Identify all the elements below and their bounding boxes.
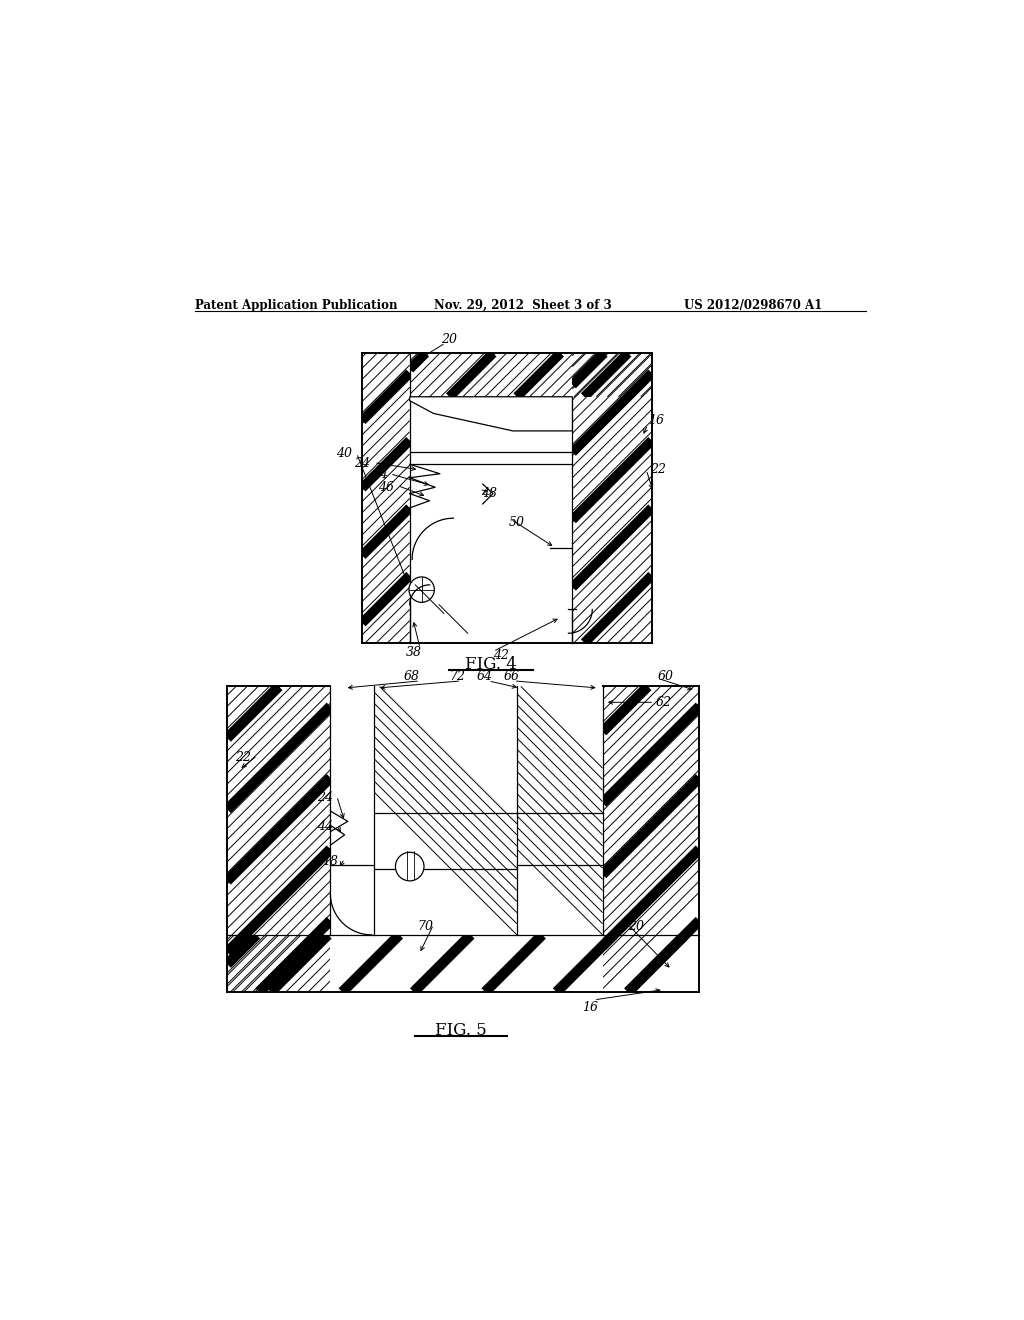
Text: 24: 24: [354, 457, 370, 470]
Text: 18: 18: [323, 854, 338, 867]
Polygon shape: [410, 397, 572, 643]
Polygon shape: [362, 354, 410, 643]
Polygon shape: [227, 686, 331, 991]
Polygon shape: [227, 686, 331, 991]
Polygon shape: [227, 935, 699, 991]
Polygon shape: [572, 354, 652, 643]
Text: 24: 24: [316, 791, 333, 804]
Polygon shape: [362, 354, 410, 643]
Polygon shape: [362, 354, 410, 643]
Polygon shape: [227, 686, 331, 991]
Text: 46: 46: [378, 480, 394, 494]
Text: 62: 62: [655, 696, 672, 709]
Text: 44: 44: [373, 469, 388, 480]
Text: 48: 48: [481, 487, 497, 500]
Text: FIG. 5: FIG. 5: [435, 1022, 487, 1039]
Text: 22: 22: [650, 463, 667, 477]
Polygon shape: [602, 686, 699, 991]
Text: 70: 70: [418, 920, 433, 933]
Text: 60: 60: [658, 669, 674, 682]
Polygon shape: [602, 686, 699, 991]
Polygon shape: [374, 686, 517, 935]
Text: 20: 20: [628, 920, 644, 933]
Polygon shape: [227, 935, 699, 991]
Text: 68: 68: [404, 669, 420, 682]
Text: 64: 64: [477, 669, 494, 682]
Circle shape: [395, 853, 424, 880]
Polygon shape: [517, 686, 602, 935]
Text: 44: 44: [316, 821, 333, 833]
Polygon shape: [410, 354, 652, 397]
Polygon shape: [227, 686, 699, 991]
Text: 16: 16: [648, 414, 664, 428]
Text: 42: 42: [493, 649, 509, 663]
Text: Patent Application Publication: Patent Application Publication: [196, 300, 398, 312]
Polygon shape: [374, 686, 517, 935]
Text: Nov. 29, 2012  Sheet 3 of 3: Nov. 29, 2012 Sheet 3 of 3: [433, 300, 611, 312]
Polygon shape: [410, 397, 572, 430]
Text: 20: 20: [441, 333, 458, 346]
Polygon shape: [410, 354, 652, 397]
Text: 40: 40: [336, 447, 352, 461]
Polygon shape: [362, 354, 652, 643]
Text: US 2012/0298670 A1: US 2012/0298670 A1: [684, 300, 822, 312]
Polygon shape: [517, 686, 602, 935]
Text: FIG. 4: FIG. 4: [465, 656, 517, 673]
Text: 50: 50: [509, 516, 525, 529]
Polygon shape: [331, 686, 374, 935]
Text: 72: 72: [450, 669, 465, 682]
Text: 22: 22: [236, 751, 251, 764]
Polygon shape: [572, 354, 652, 643]
Text: 16: 16: [582, 1002, 598, 1014]
Polygon shape: [410, 354, 652, 397]
Text: 66: 66: [504, 669, 519, 682]
Polygon shape: [572, 354, 652, 643]
Polygon shape: [227, 935, 699, 991]
Text: 38: 38: [406, 645, 422, 659]
Polygon shape: [602, 686, 699, 991]
Circle shape: [409, 577, 434, 602]
